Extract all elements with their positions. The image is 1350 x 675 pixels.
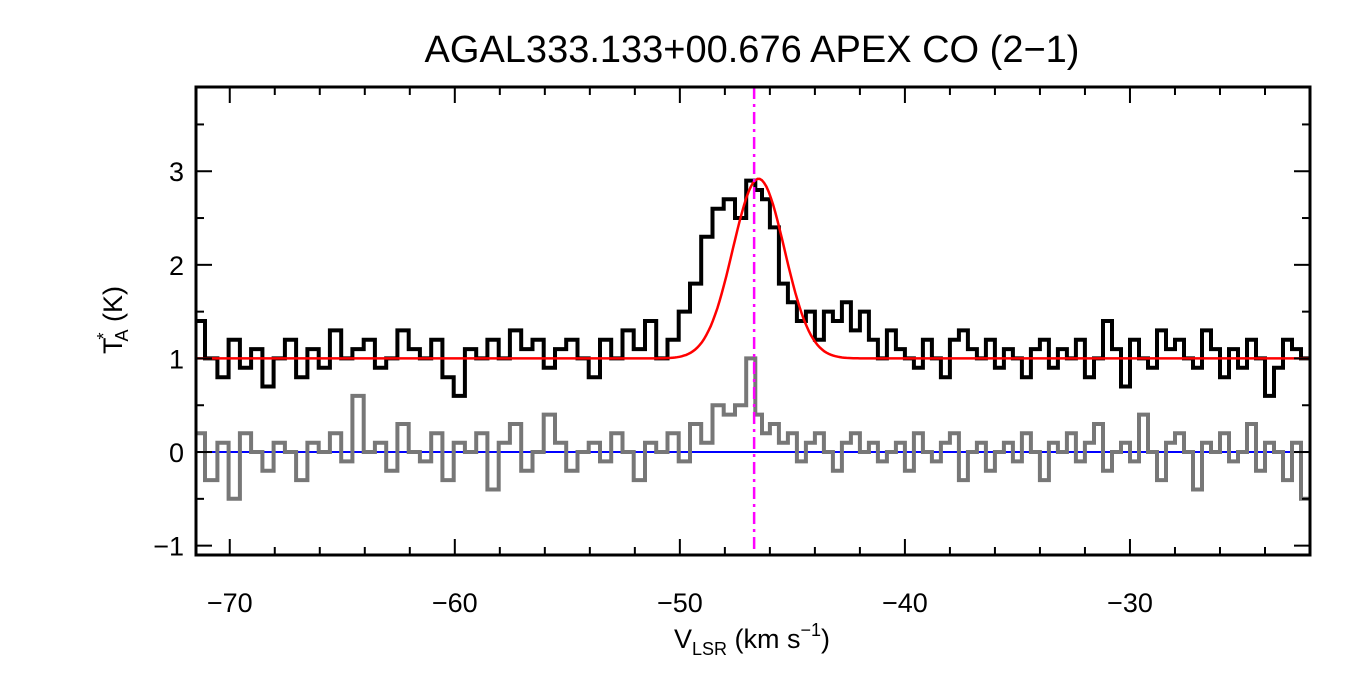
y-tick-label: 1 xyxy=(169,344,184,374)
x-tick-label: −50 xyxy=(657,588,703,618)
plot-area xyxy=(196,87,1310,555)
axes: −70 −60 −50 −40 −30 −1 0 1 2 3 xyxy=(153,85,1312,618)
residual-spectrum xyxy=(196,356,1310,501)
chart-title: AGAL333.133+00.676 APEX CO (2−1) xyxy=(425,29,1080,71)
observed-spectrum xyxy=(196,178,1310,398)
y-tick-label: 3 xyxy=(169,157,184,187)
y-tick-label: −1 xyxy=(153,532,184,562)
y-axis-label: T*A (K) xyxy=(94,286,132,354)
x-tick-label: −60 xyxy=(432,588,478,618)
x-tick-label: −70 xyxy=(207,588,253,618)
plot-frame xyxy=(194,85,1312,557)
y-tick-label: 0 xyxy=(169,438,184,468)
x-axis-label: VLSR (km s−1) xyxy=(674,620,830,659)
gaussian-fit xyxy=(196,177,1310,360)
x-tick-label: −30 xyxy=(1107,588,1153,618)
y-tick-label: 2 xyxy=(169,251,184,281)
x-tick-label: −40 xyxy=(882,588,928,618)
